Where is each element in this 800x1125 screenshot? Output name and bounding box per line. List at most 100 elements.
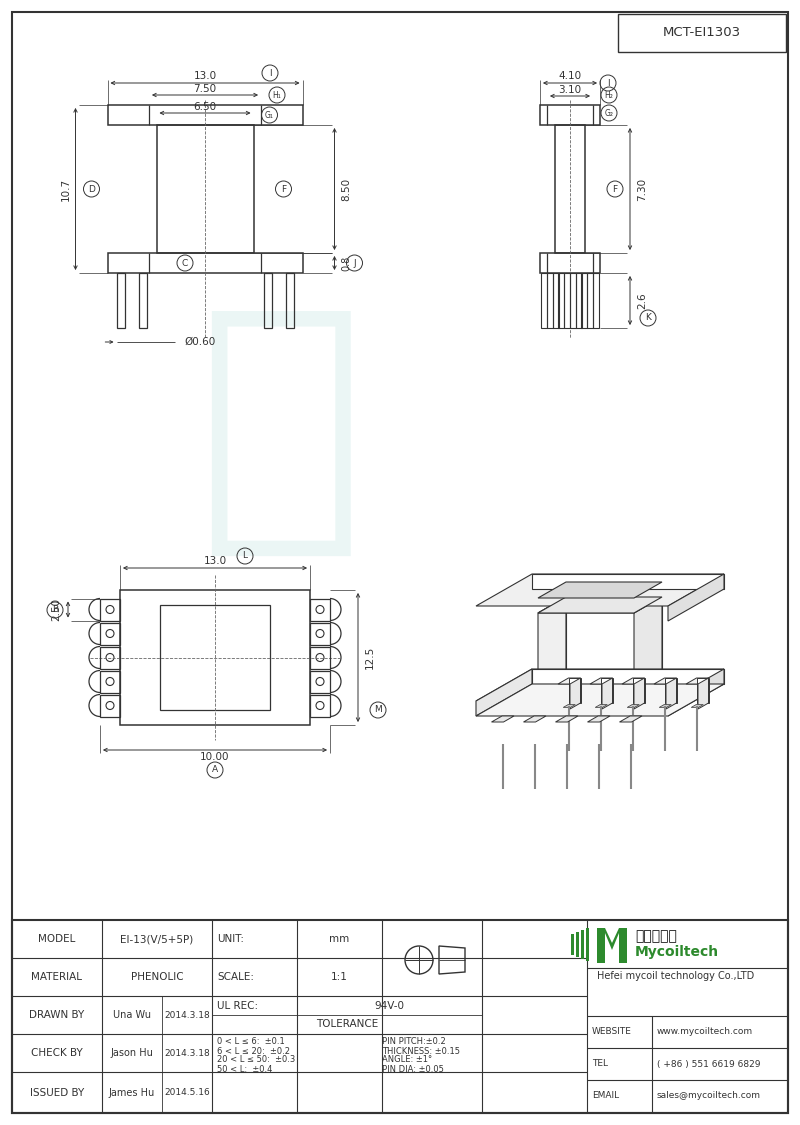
Bar — [100, 647, 120, 668]
Polygon shape — [538, 597, 566, 693]
Bar — [310, 647, 330, 668]
Text: ANGLE: ±1°: ANGLE: ±1° — [382, 1055, 432, 1064]
Text: 2014.3.18: 2014.3.18 — [164, 1048, 210, 1057]
Text: Hefei mycoil technology Co.,LTD: Hefei mycoil technology Co.,LTD — [597, 971, 754, 981]
Text: WEBSITE: WEBSITE — [592, 1027, 632, 1036]
Text: UL REC:: UL REC: — [217, 1001, 258, 1011]
Polygon shape — [697, 678, 709, 703]
Bar — [117, 273, 125, 328]
Text: H₁: H₁ — [273, 90, 282, 99]
Polygon shape — [634, 678, 645, 709]
Polygon shape — [566, 597, 662, 677]
Text: J: J — [353, 259, 356, 268]
Bar — [100, 670, 120, 693]
Text: 13.0: 13.0 — [194, 71, 217, 81]
Text: Ø0.60: Ø0.60 — [184, 338, 216, 346]
Polygon shape — [633, 678, 645, 703]
Text: 20 < L ≤ 50:  ±0.3: 20 < L ≤ 50: ±0.3 — [217, 1055, 295, 1064]
Polygon shape — [523, 716, 546, 722]
Bar — [100, 622, 120, 645]
Text: PIN DIA: ±0.05: PIN DIA: ±0.05 — [382, 1064, 444, 1073]
Bar — [310, 598, 330, 621]
Text: EI-13(V/5+5P): EI-13(V/5+5P) — [120, 934, 194, 944]
Text: G₁: G₁ — [265, 110, 274, 119]
Text: sales@mycoiltech.com: sales@mycoiltech.com — [657, 1091, 761, 1100]
Text: L: L — [242, 551, 247, 560]
Polygon shape — [476, 669, 532, 716]
Polygon shape — [622, 678, 645, 684]
Bar — [582, 273, 587, 328]
Text: 4.10: 4.10 — [558, 71, 582, 81]
Text: MCT-EI1303: MCT-EI1303 — [663, 27, 741, 39]
Text: 10.00: 10.00 — [200, 752, 230, 762]
Polygon shape — [476, 574, 724, 606]
Text: Mycoiltech: Mycoiltech — [635, 945, 719, 958]
Text: 麦可一科技: 麦可一科技 — [635, 929, 677, 943]
Polygon shape — [602, 678, 613, 709]
Polygon shape — [698, 678, 709, 709]
Text: 12.5: 12.5 — [365, 646, 375, 669]
Polygon shape — [590, 678, 613, 684]
Polygon shape — [668, 669, 724, 716]
Text: I: I — [606, 79, 610, 88]
Polygon shape — [665, 678, 677, 703]
Bar — [107, 105, 302, 125]
Text: 2014.3.18: 2014.3.18 — [164, 1010, 210, 1019]
Bar — [157, 125, 254, 253]
Bar — [553, 273, 558, 328]
Text: 2014.5.16: 2014.5.16 — [164, 1088, 210, 1097]
Bar — [541, 273, 547, 328]
Polygon shape — [654, 678, 677, 684]
Text: MODEL: MODEL — [38, 934, 76, 944]
Text: Una Wu: Una Wu — [113, 1010, 151, 1020]
Polygon shape — [532, 669, 724, 684]
Polygon shape — [627, 704, 639, 708]
Polygon shape — [569, 678, 581, 703]
Text: F: F — [613, 184, 618, 193]
Text: PIN PITCH:±0.2: PIN PITCH:±0.2 — [382, 1037, 446, 1046]
Text: 13.0: 13.0 — [203, 556, 226, 566]
Text: TEL: TEL — [592, 1060, 608, 1069]
Bar — [310, 694, 330, 717]
Polygon shape — [595, 704, 607, 708]
Text: 50 < L:  ±0.4: 50 < L: ±0.4 — [217, 1064, 272, 1073]
Polygon shape — [563, 704, 575, 708]
Text: F: F — [281, 184, 286, 193]
Bar — [310, 622, 330, 645]
Text: SCALE:: SCALE: — [217, 972, 254, 982]
Text: 0 < L ≤ 6:  ±0.1: 0 < L ≤ 6: ±0.1 — [217, 1037, 285, 1046]
Polygon shape — [476, 669, 724, 701]
Bar — [576, 273, 582, 328]
Polygon shape — [532, 574, 724, 590]
Polygon shape — [691, 704, 703, 708]
Bar — [160, 605, 270, 710]
Text: Jason Hu: Jason Hu — [110, 1048, 154, 1057]
Text: 7.50: 7.50 — [194, 84, 217, 95]
Bar — [576, 932, 579, 957]
Polygon shape — [538, 582, 662, 598]
Bar — [586, 928, 589, 961]
Bar — [618, 14, 786, 52]
Text: 94V-0: 94V-0 — [374, 1001, 405, 1011]
Bar — [558, 273, 564, 328]
Polygon shape — [570, 678, 581, 709]
Polygon shape — [634, 597, 662, 693]
Bar — [593, 273, 599, 328]
Bar — [581, 930, 584, 958]
Text: G₂: G₂ — [605, 108, 614, 117]
Polygon shape — [619, 716, 642, 722]
Text: 6 < L ≤ 20:  ±0.2: 6 < L ≤ 20: ±0.2 — [217, 1046, 290, 1055]
Text: B: B — [52, 605, 58, 614]
Text: 1:1: 1:1 — [331, 972, 348, 982]
Text: I: I — [269, 69, 271, 78]
Polygon shape — [555, 716, 578, 722]
Text: CHECK BY: CHECK BY — [31, 1048, 83, 1057]
Text: TOLERANCE: TOLERANCE — [316, 1019, 378, 1029]
Bar — [263, 273, 271, 328]
Polygon shape — [491, 716, 514, 722]
Polygon shape — [601, 678, 613, 703]
Text: James Hu: James Hu — [109, 1088, 155, 1098]
Bar — [597, 928, 605, 963]
Bar — [540, 253, 600, 273]
Polygon shape — [668, 574, 724, 621]
